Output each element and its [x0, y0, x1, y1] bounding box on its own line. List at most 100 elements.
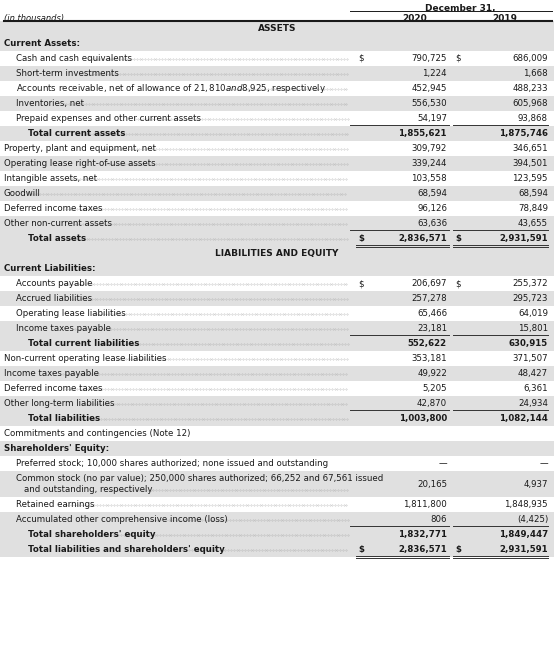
Text: 23,181: 23,181 [417, 324, 447, 333]
Text: 2020: 2020 [403, 14, 427, 23]
Text: Total current liabilities: Total current liabilities [28, 339, 140, 348]
Text: 1,224: 1,224 [422, 69, 447, 78]
Text: Total liabilities: Total liabilities [28, 414, 100, 423]
Text: 24,934: 24,934 [518, 399, 548, 408]
Text: ASSETS: ASSETS [258, 24, 296, 33]
Bar [0, 351, 554, 366]
Bar [0, 111, 554, 126]
Bar [0, 456, 554, 471]
Bar [0, 186, 554, 201]
Text: 42,870: 42,870 [417, 399, 447, 408]
Text: 64,019: 64,019 [518, 309, 548, 318]
Text: 4,937: 4,937 [524, 479, 548, 489]
Text: Accounts payable: Accounts payable [16, 279, 93, 288]
Text: 806: 806 [430, 515, 447, 524]
Bar [0, 527, 554, 542]
Text: and outstanding, respectively: and outstanding, respectively [24, 485, 152, 495]
Bar [0, 126, 554, 141]
Text: Accumulated other comprehensive income (loss): Accumulated other comprehensive income (… [16, 515, 228, 524]
Bar [0, 231, 554, 246]
Bar [0, 381, 554, 396]
Text: Operating lease right-of-use assets: Operating lease right-of-use assets [4, 159, 156, 168]
Bar [0, 66, 554, 81]
Text: 346,651: 346,651 [512, 144, 548, 153]
Text: 43,655: 43,655 [518, 219, 548, 228]
Text: $: $ [455, 234, 461, 243]
Text: 123,595: 123,595 [512, 174, 548, 183]
Bar [0, 291, 554, 306]
Bar [0, 216, 554, 231]
Text: 78,849: 78,849 [518, 204, 548, 213]
Text: 54,197: 54,197 [417, 114, 447, 123]
Text: 2,931,591: 2,931,591 [499, 545, 548, 554]
Bar [0, 542, 554, 557]
Text: Income taxes payable: Income taxes payable [4, 369, 99, 378]
Text: 295,723: 295,723 [512, 294, 548, 303]
Text: 371,507: 371,507 [512, 354, 548, 363]
Text: Commitments and contingencies (Note 12): Commitments and contingencies (Note 12) [4, 429, 191, 438]
Text: 309,792: 309,792 [412, 144, 447, 153]
Text: —: — [438, 459, 447, 468]
Bar [0, 336, 554, 351]
Bar [0, 306, 554, 321]
Bar [0, 201, 554, 216]
Bar [0, 156, 554, 171]
Text: $: $ [358, 279, 363, 288]
Text: 1,855,621: 1,855,621 [398, 129, 447, 138]
Text: December 31,: December 31, [425, 4, 495, 13]
Text: 488,233: 488,233 [512, 84, 548, 93]
Bar [0, 261, 554, 276]
Bar [0, 36, 554, 51]
Text: 339,244: 339,244 [412, 159, 447, 168]
Text: 1,668: 1,668 [524, 69, 548, 78]
Text: Cash and cash equivalents: Cash and cash equivalents [16, 54, 132, 63]
Text: 452,945: 452,945 [412, 84, 447, 93]
Text: 49,922: 49,922 [417, 369, 447, 378]
Text: 63,636: 63,636 [417, 219, 447, 228]
Text: 556,530: 556,530 [412, 99, 447, 108]
Text: Accrued liabilities: Accrued liabilities [16, 294, 92, 303]
Bar [0, 141, 554, 156]
Bar [0, 441, 554, 456]
Bar [0, 396, 554, 411]
Text: Common stock (no par value); 250,000 shares authorized; 66,252 and 67,561 issued: Common stock (no par value); 250,000 sha… [16, 474, 383, 483]
Text: Deferred income taxes: Deferred income taxes [4, 384, 102, 393]
Text: Preferred stock; 10,000 shares authorized; none issued and outstanding: Preferred stock; 10,000 shares authorize… [16, 459, 328, 468]
Text: 48,427: 48,427 [518, 369, 548, 378]
Text: 353,181: 353,181 [412, 354, 447, 363]
Text: Intangible assets, net: Intangible assets, net [4, 174, 97, 183]
Text: LIABILITIES AND EQUITY: LIABILITIES AND EQUITY [216, 249, 338, 258]
Text: 15,801: 15,801 [518, 324, 548, 333]
Text: 93,868: 93,868 [518, 114, 548, 123]
Text: 605,968: 605,968 [512, 99, 548, 108]
Text: 1,875,746: 1,875,746 [499, 129, 548, 138]
Text: 2,836,571: 2,836,571 [398, 234, 447, 243]
Text: 1,849,447: 1,849,447 [499, 530, 548, 539]
Text: Retained earnings: Retained earnings [16, 500, 95, 509]
Text: 206,697: 206,697 [412, 279, 447, 288]
Text: 2,836,571: 2,836,571 [398, 545, 447, 554]
Text: 255,372: 255,372 [512, 279, 548, 288]
Text: (4,425): (4,425) [517, 515, 548, 524]
Text: $: $ [455, 54, 460, 63]
Bar [0, 21, 554, 36]
Bar [0, 276, 554, 291]
Text: Goodwill: Goodwill [4, 189, 41, 198]
Text: 68,594: 68,594 [518, 189, 548, 198]
Text: Shareholders' Equity:: Shareholders' Equity: [4, 444, 109, 453]
Text: 1,003,800: 1,003,800 [399, 414, 447, 423]
Bar [0, 246, 554, 261]
Bar [0, 81, 554, 96]
Text: $: $ [358, 234, 364, 243]
Text: 394,501: 394,501 [512, 159, 548, 168]
Text: Operating lease liabilities: Operating lease liabilities [16, 309, 126, 318]
Text: Other long-term liabilities: Other long-term liabilities [4, 399, 115, 408]
Text: Prepaid expenses and other current assets: Prepaid expenses and other current asset… [16, 114, 201, 123]
Text: 630,915: 630,915 [509, 339, 548, 348]
Text: $: $ [455, 279, 460, 288]
Text: 96,126: 96,126 [417, 204, 447, 213]
Text: Deferred income taxes: Deferred income taxes [4, 204, 102, 213]
Text: 65,466: 65,466 [417, 309, 447, 318]
Text: Current Liabilities:: Current Liabilities: [4, 264, 95, 273]
Text: 790,725: 790,725 [412, 54, 447, 63]
